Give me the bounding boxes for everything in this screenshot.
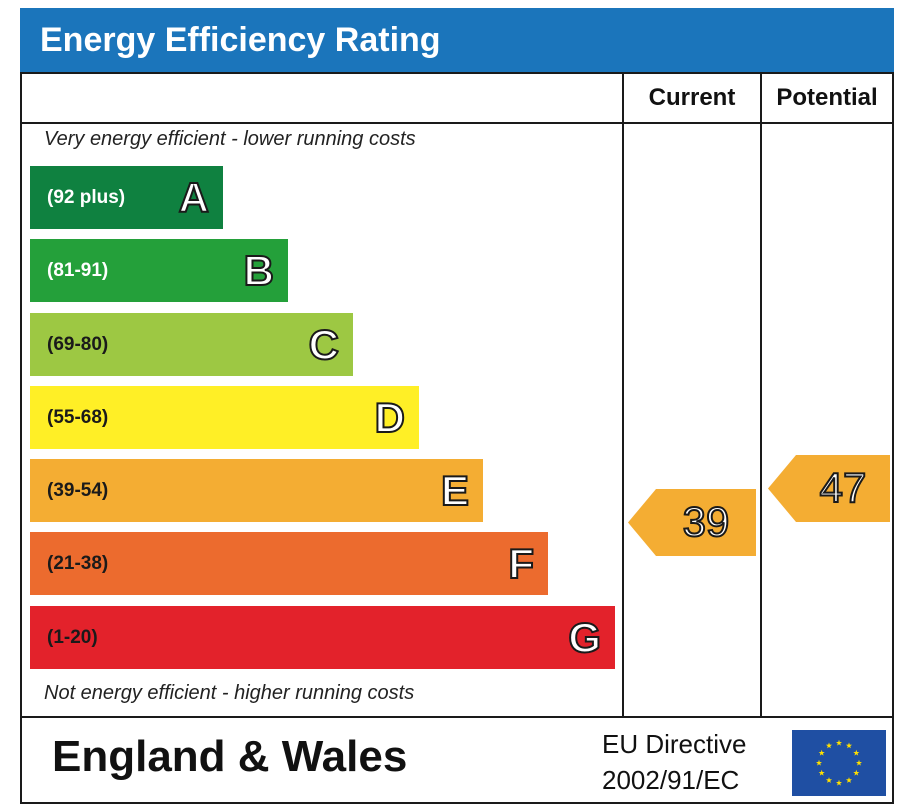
band-a: (92 plus) A bbox=[30, 166, 223, 229]
band-c: (69-80) C bbox=[30, 313, 353, 376]
potential-rating-arrow: 47 bbox=[768, 454, 890, 522]
band-g: (1-20) G bbox=[30, 606, 615, 669]
eu-star-icon bbox=[853, 769, 860, 776]
band-b: (81-91) B bbox=[30, 239, 288, 302]
band-d: (55-68) D bbox=[30, 386, 419, 449]
eu-star-icon bbox=[835, 779, 843, 786]
band-g-letter: G bbox=[567, 613, 602, 662]
bottom-note: Not energy efficient - higher running co… bbox=[44, 682, 415, 704]
eu-star-icon bbox=[845, 742, 853, 749]
potential-rating-value: 47 bbox=[819, 463, 868, 512]
eu-star-icon bbox=[818, 769, 825, 776]
eu-star-icon bbox=[853, 749, 860, 756]
rating-frame bbox=[20, 72, 894, 804]
band-e-letter: E bbox=[440, 466, 470, 515]
potential-arrow-polygon bbox=[768, 454, 890, 522]
footer-divider bbox=[22, 716, 892, 718]
current-rating-value: 39 bbox=[682, 497, 731, 546]
band-e-range: (39-54) bbox=[47, 480, 109, 501]
current-arrow-shape bbox=[628, 488, 756, 556]
column-divider-left bbox=[622, 74, 624, 718]
band-b-letter: B bbox=[243, 246, 275, 295]
band-a-letter: A bbox=[178, 173, 210, 222]
eu-directive: EU Directive 2002/91/EC bbox=[602, 726, 746, 798]
band-f: (21-38) F bbox=[30, 532, 548, 595]
band-d-letter: D bbox=[374, 393, 406, 442]
eu-star-icon bbox=[825, 777, 833, 783]
band-a-range: (92 plus) bbox=[47, 187, 126, 208]
band-g-range: (1-20) bbox=[47, 627, 98, 648]
top-note: Very energy efficient - lower running co… bbox=[44, 128, 416, 150]
current-rating-arrow: 39 bbox=[628, 488, 756, 556]
eu-star-icon bbox=[845, 777, 853, 783]
eu-star-icon bbox=[835, 739, 843, 746]
column-divider-right bbox=[760, 74, 762, 718]
potential-column-header: Potential bbox=[776, 84, 878, 111]
directive-line-2: 2002/91/EC bbox=[602, 765, 740, 795]
header-row-divider bbox=[22, 122, 892, 124]
potential-arrow-shape bbox=[768, 454, 890, 522]
eu-star-icon bbox=[815, 759, 823, 766]
band-c-letter: C bbox=[308, 320, 340, 369]
band-e: (39-54) E bbox=[30, 459, 483, 522]
eu-star-icon bbox=[818, 749, 825, 756]
directive-line-1: EU Directive bbox=[602, 729, 747, 759]
current-column-header: Current bbox=[648, 84, 736, 111]
band-b-range: (81-91) bbox=[47, 260, 109, 281]
eu-flag-icon bbox=[792, 730, 886, 796]
band-c-range: (69-80) bbox=[47, 334, 109, 355]
chart-title: Energy Efficiency Rating bbox=[20, 8, 894, 72]
band-d-range: (55-68) bbox=[47, 407, 109, 428]
eu-star-icon bbox=[855, 759, 863, 766]
eu-star-icon bbox=[825, 742, 833, 749]
band-f-letter: F bbox=[507, 539, 535, 588]
current-arrow-polygon bbox=[628, 488, 756, 556]
region-label: England & Wales bbox=[52, 732, 408, 781]
band-f-range: (21-38) bbox=[47, 553, 109, 574]
